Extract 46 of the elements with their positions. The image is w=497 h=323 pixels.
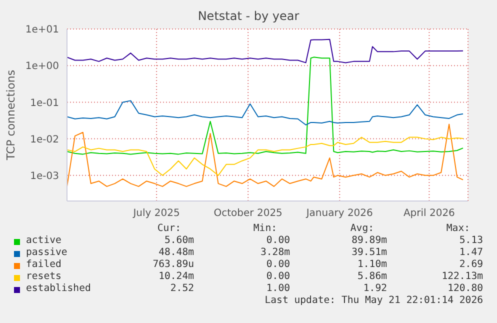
y-tick-label: 1e+01 — [25, 24, 59, 36]
text: 2.69 — [458, 259, 483, 270]
text: 89.89m — [350, 235, 387, 246]
text: 3.28m — [260, 247, 290, 258]
text: 0.00 — [265, 235, 290, 246]
text: Max: — [446, 223, 470, 234]
text: Cur: — [156, 223, 181, 234]
text: Avg: — [350, 223, 374, 234]
x-tick-label: July 2025 — [132, 208, 180, 220]
text: 5.60m — [164, 235, 194, 246]
y-tick-label: 1e-03 — [30, 170, 59, 182]
text: 0.00 — [265, 271, 290, 282]
text: 1.00 — [265, 283, 290, 294]
chart-title: Netstat - by year — [196, 9, 300, 23]
text: 763.89u — [152, 259, 194, 270]
text: 122.13m — [440, 271, 483, 282]
y-axis-title: TCP connections — [4, 70, 18, 160]
y-tick-label: 1e-02 — [30, 134, 59, 146]
legend-label: failed — [26, 259, 62, 270]
x-tick-label: October 2025 — [214, 208, 282, 220]
text: Min: — [253, 223, 277, 234]
text: 0.00 — [265, 259, 290, 270]
x-tick-label: January 2026 — [305, 208, 373, 220]
legend-label: resets — [26, 271, 62, 282]
text: 1.92 — [362, 283, 387, 294]
line-series — [67, 56, 464, 155]
legend-label: active — [26, 235, 62, 246]
legend-label: passive — [26, 247, 68, 258]
text: 1.47 — [458, 247, 483, 258]
text: 48.48m — [158, 247, 194, 258]
text: Last update: Thu May 21 22:01:14 2026 — [264, 295, 483, 306]
line-series — [67, 100, 464, 126]
text: 1.10m — [356, 259, 387, 270]
text: 5.86m — [356, 271, 387, 282]
line-series — [67, 124, 464, 187]
legend-label: established — [26, 283, 91, 294]
y-tick-label: 1e+00 — [25, 61, 59, 72]
text: 5.13 — [458, 235, 483, 246]
text: 39.51m — [350, 247, 387, 258]
text: 120.80 — [446, 283, 483, 294]
y-tick-label: 1e-01 — [30, 98, 59, 109]
line-series — [67, 136, 464, 176]
text: 2.52 — [169, 283, 194, 294]
text: 10.24m — [158, 271, 194, 282]
line-series — [67, 38, 464, 64]
x-tick-label: April 2026 — [403, 208, 455, 220]
